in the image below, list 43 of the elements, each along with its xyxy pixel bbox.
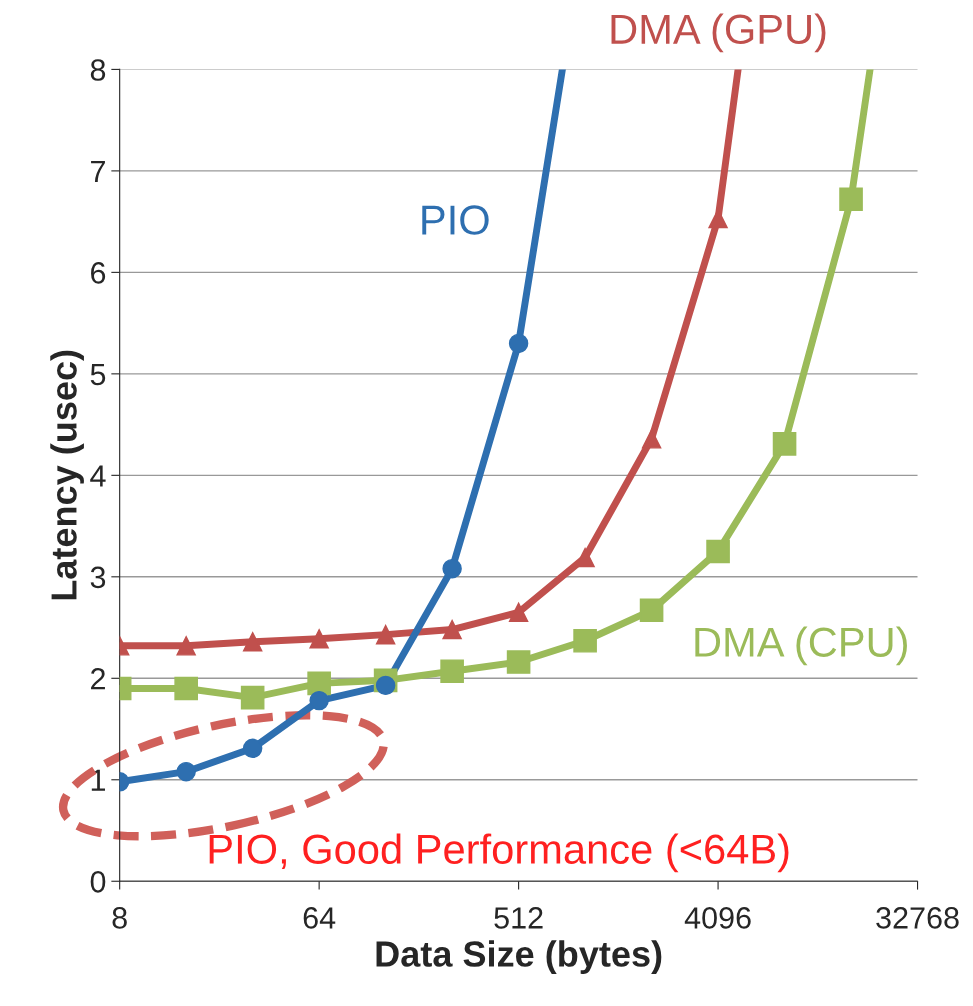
x-tick-label: 32768: [876, 907, 959, 929]
point: [240, 685, 265, 710]
point: [508, 602, 529, 623]
point: [839, 187, 863, 212]
y-tick-label: 3: [90, 566, 106, 589]
point: [174, 676, 198, 701]
y-tick-label: 7: [91, 160, 105, 182]
series-label: PIO: [422, 205, 489, 235]
series-label: DMA (CPU): [695, 626, 907, 666]
point: [375, 624, 396, 645]
point: [242, 738, 263, 759]
y-tick-label: 0: [90, 870, 106, 893]
y-tick-label: 5: [90, 363, 106, 386]
y-axis-title: Latency (usec): [50, 350, 84, 600]
x-tick-label: 512: [494, 907, 543, 929]
point: [442, 619, 462, 640]
point: [440, 659, 464, 683]
point: [575, 547, 595, 568]
annotation: PIO, Good Performance (<64B): [209, 833, 789, 873]
point: [506, 650, 531, 674]
y-tick-label: 8: [90, 59, 106, 81]
x-axis-title: Data Size (bytes): [376, 940, 662, 974]
point: [772, 432, 797, 456]
point: [508, 333, 529, 354]
x-tick-label: 8: [112, 907, 127, 929]
point: [706, 539, 730, 564]
point: [375, 675, 396, 696]
series-label: DMA (GPU): [611, 13, 826, 53]
y-tick-label: 2: [91, 668, 105, 690]
point: [309, 628, 329, 649]
x-tick-label: 64: [303, 907, 336, 929]
point: [639, 598, 664, 623]
point: [641, 429, 662, 449]
point: [573, 628, 597, 653]
point: [176, 761, 196, 782]
point: [176, 636, 196, 656]
point: [307, 671, 331, 696]
x-tick-label: 4096: [684, 907, 751, 929]
point: [242, 632, 263, 652]
y-tick-label: 6: [91, 262, 106, 284]
point: [442, 558, 462, 579]
y-tick-label: 4: [90, 465, 106, 487]
point: [309, 690, 329, 711]
